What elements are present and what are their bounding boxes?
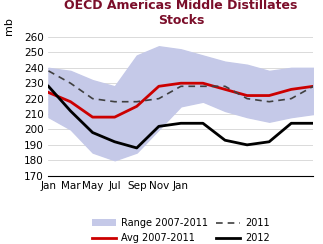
Legend: Range 2007-2011, Avg 2007-2011, 2011, 2012: Range 2007-2011, Avg 2007-2011, 2011, 20…	[88, 214, 274, 244]
Y-axis label: mb: mb	[4, 17, 14, 35]
Title: OECD Americas Middle Distillates
Stocks: OECD Americas Middle Distillates Stocks	[64, 0, 297, 27]
